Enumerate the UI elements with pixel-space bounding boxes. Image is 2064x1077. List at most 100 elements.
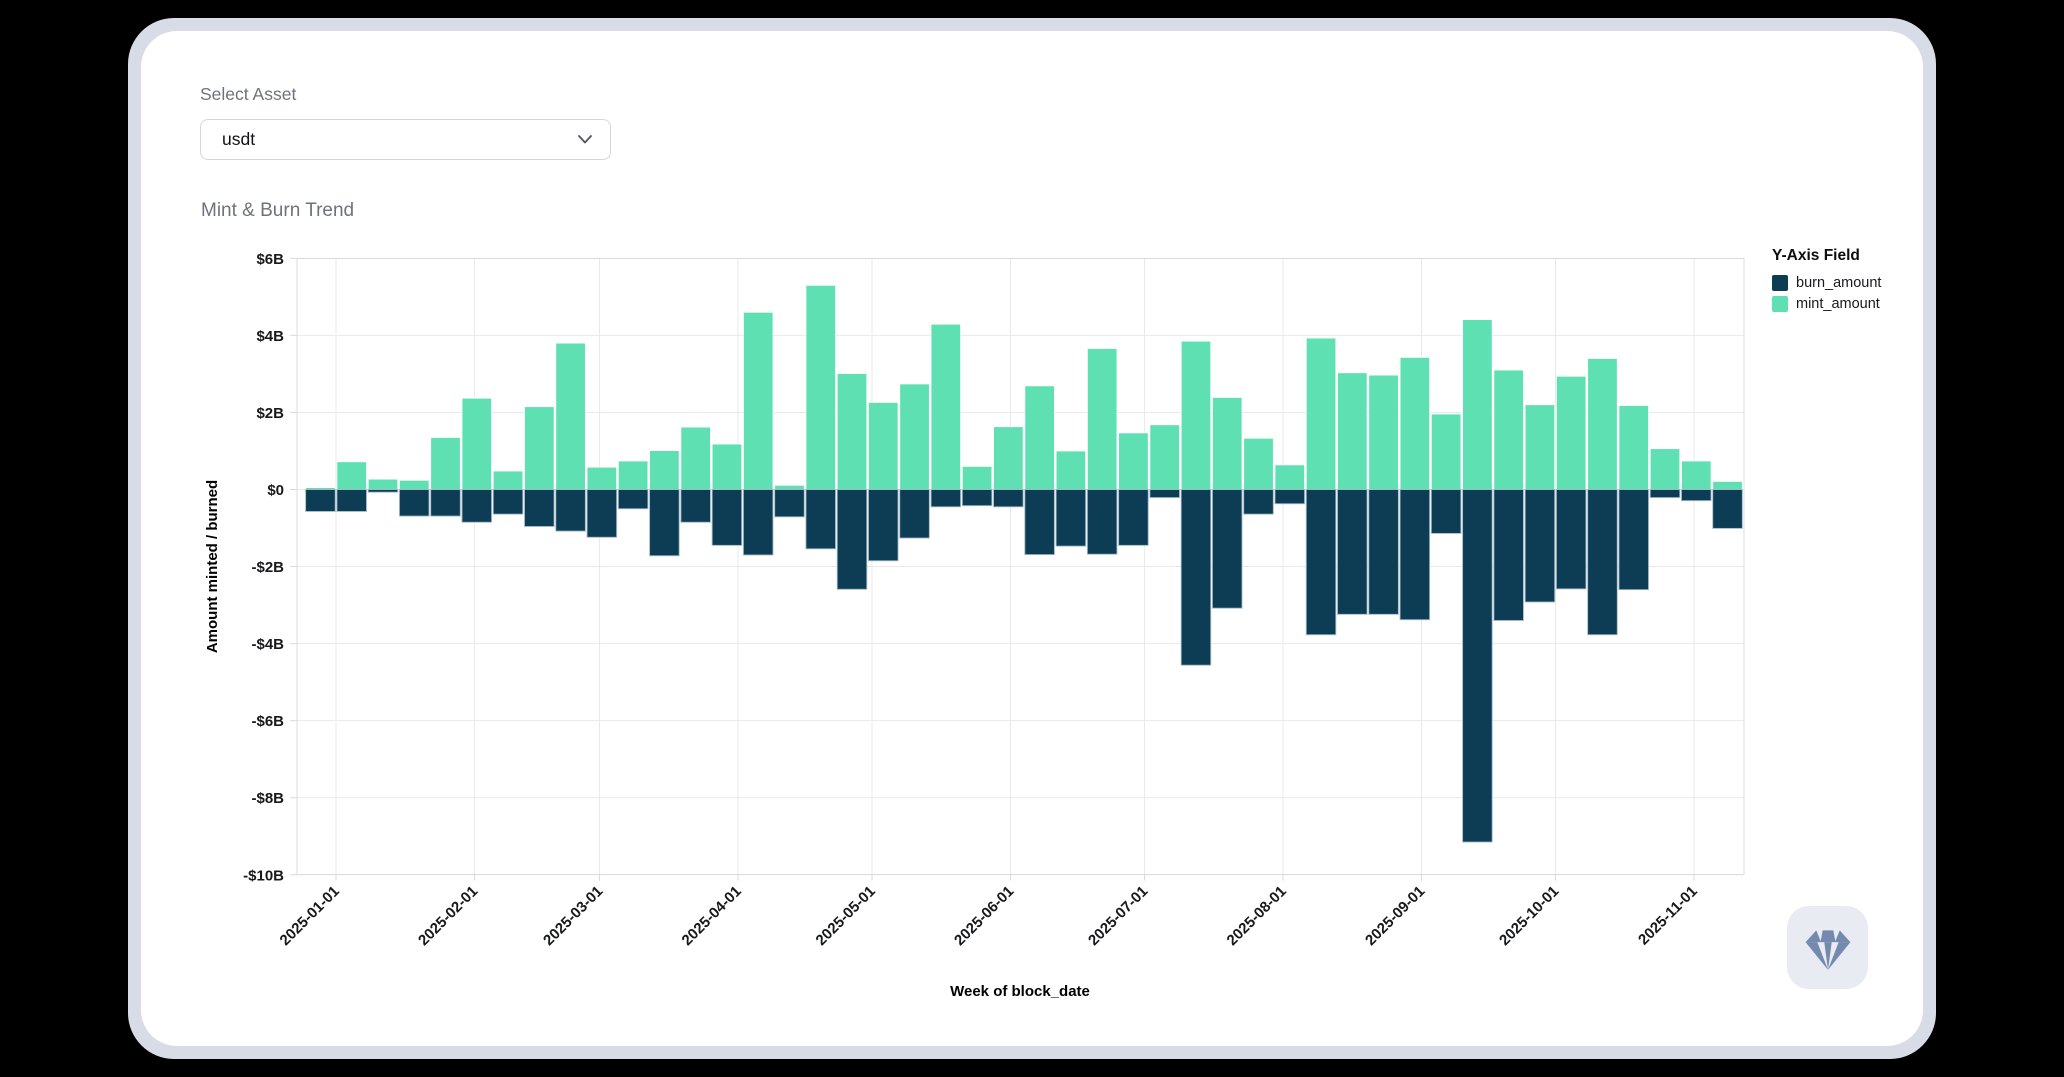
mint-bar[interactable] (868, 402, 899, 490)
mint-bar[interactable] (836, 373, 868, 490)
burn-bar[interactable] (617, 489, 649, 510)
burn-bar[interactable] (742, 489, 774, 556)
mint-bar[interactable] (1712, 481, 1743, 490)
burn-bar[interactable] (1337, 489, 1368, 615)
mint-bar[interactable] (930, 323, 962, 490)
mint-bar[interactable] (649, 450, 680, 490)
mint-bar[interactable] (617, 460, 649, 490)
burn-bar[interactable] (1555, 489, 1587, 590)
burn-bar[interactable] (1274, 489, 1306, 505)
burn-bar[interactable] (1368, 489, 1399, 615)
burn-bar[interactable] (1399, 489, 1431, 621)
mint-bar[interactable] (711, 443, 743, 490)
mint-bar[interactable] (774, 484, 805, 490)
mint-bar[interactable] (1086, 348, 1118, 490)
burn-bar[interactable] (336, 489, 367, 512)
legend-item-mint_amount[interactable]: mint_amount (1772, 296, 1881, 312)
legend-item-burn_amount[interactable]: burn_amount (1772, 275, 1881, 291)
burn-bar[interactable] (1055, 489, 1087, 547)
mint-bar[interactable] (1524, 404, 1556, 490)
mint-bar[interactable] (1618, 405, 1649, 490)
mint-bar[interactable] (1681, 460, 1712, 490)
mint-bar[interactable] (1305, 337, 1337, 490)
burn-bar[interactable] (649, 489, 680, 557)
mint-bar[interactable] (492, 470, 524, 490)
mint-bar[interactable] (1587, 358, 1618, 490)
mint-bar[interactable] (1118, 432, 1149, 490)
burn-bar[interactable] (899, 489, 930, 539)
mint-bar[interactable] (1493, 369, 1524, 490)
mint-bar[interactable] (1024, 385, 1055, 490)
burn-bar[interactable] (993, 489, 1024, 508)
burn-bar[interactable] (1430, 489, 1462, 534)
mint-bar[interactable] (1274, 464, 1305, 490)
mint-bar[interactable] (1055, 450, 1087, 490)
asset-select[interactable]: usdt (200, 119, 611, 160)
mint-bar[interactable] (993, 426, 1024, 490)
mint-bar[interactable] (1430, 413, 1462, 490)
mint-bar[interactable] (1462, 319, 1493, 490)
mint-bar[interactable] (555, 342, 586, 490)
mint-bar[interactable] (1243, 437, 1274, 490)
burn-bar[interactable] (1180, 489, 1212, 666)
mint-bar[interactable] (1149, 424, 1180, 490)
select-asset-label: Select Asset (200, 84, 297, 104)
burn-bar[interactable] (492, 489, 524, 515)
burn-bar[interactable] (1305, 489, 1337, 636)
burn-bar[interactable] (555, 489, 586, 532)
mint-bar[interactable] (961, 465, 993, 490)
mint-bar[interactable] (1180, 340, 1212, 490)
burn-bar[interactable] (461, 489, 493, 523)
burn-bar[interactable] (774, 489, 805, 518)
legend-items: burn_amount mint_amount (1772, 275, 1881, 312)
burn-bar[interactable] (586, 489, 618, 538)
mint-bar[interactable] (399, 479, 430, 490)
burn-bar[interactable] (367, 489, 399, 493)
burn-bar[interactable] (1524, 489, 1556, 603)
burn-bar[interactable] (1493, 489, 1524, 621)
mint-bar[interactable] (1212, 397, 1243, 490)
mint-bar[interactable] (899, 383, 930, 490)
burn-bar[interactable] (836, 489, 868, 590)
burn-bar[interactable] (398, 489, 430, 517)
burn-bar[interactable] (1086, 489, 1118, 555)
burn-bar[interactable] (868, 489, 899, 562)
asset-select-value: usdt (222, 129, 256, 149)
burn-bar[interactable] (1618, 489, 1649, 591)
mint-bar[interactable] (742, 311, 774, 490)
mint-bar[interactable] (586, 466, 618, 490)
mint-bar[interactable] (367, 478, 399, 490)
mint-bar[interactable] (1337, 372, 1368, 490)
mint-bar[interactable] (1368, 374, 1399, 490)
burn-bar[interactable] (305, 489, 336, 512)
mint-bar[interactable] (430, 437, 461, 490)
mint-bar[interactable] (1649, 448, 1681, 490)
burn-bar[interactable] (1462, 489, 1493, 843)
burn-bar[interactable] (1243, 489, 1274, 515)
burn-bar[interactable] (1681, 489, 1712, 502)
burn-bar[interactable] (430, 489, 461, 517)
mint-bar[interactable] (461, 397, 492, 490)
mint-bar[interactable] (680, 426, 711, 490)
burn-bar[interactable] (930, 489, 962, 508)
burn-bar[interactable] (1149, 489, 1180, 499)
burn-bar[interactable] (1587, 489, 1618, 636)
burn-bar[interactable] (524, 489, 555, 527)
burn-bar[interactable] (805, 489, 836, 550)
mint-bar[interactable] (805, 284, 836, 490)
burn-bar[interactable] (1118, 489, 1149, 546)
mint-bar[interactable] (524, 406, 555, 490)
burn-bar[interactable] (1649, 489, 1681, 499)
burn-bar[interactable] (711, 489, 743, 546)
chevron-down-icon (578, 135, 592, 144)
gem-button[interactable] (1787, 906, 1868, 989)
burn-bar[interactable] (1712, 489, 1743, 529)
burn-bar[interactable] (680, 489, 711, 523)
mint-bar[interactable] (1399, 356, 1431, 490)
mint-bar[interactable] (1555, 375, 1587, 490)
burn-bar[interactable] (1024, 489, 1055, 556)
burn-bar[interactable] (961, 489, 993, 507)
chart-legend: Y-Axis Field burn_amount mint_amount (1772, 247, 1881, 317)
burn-bar[interactable] (1211, 489, 1243, 609)
mint-bar[interactable] (336, 461, 367, 490)
